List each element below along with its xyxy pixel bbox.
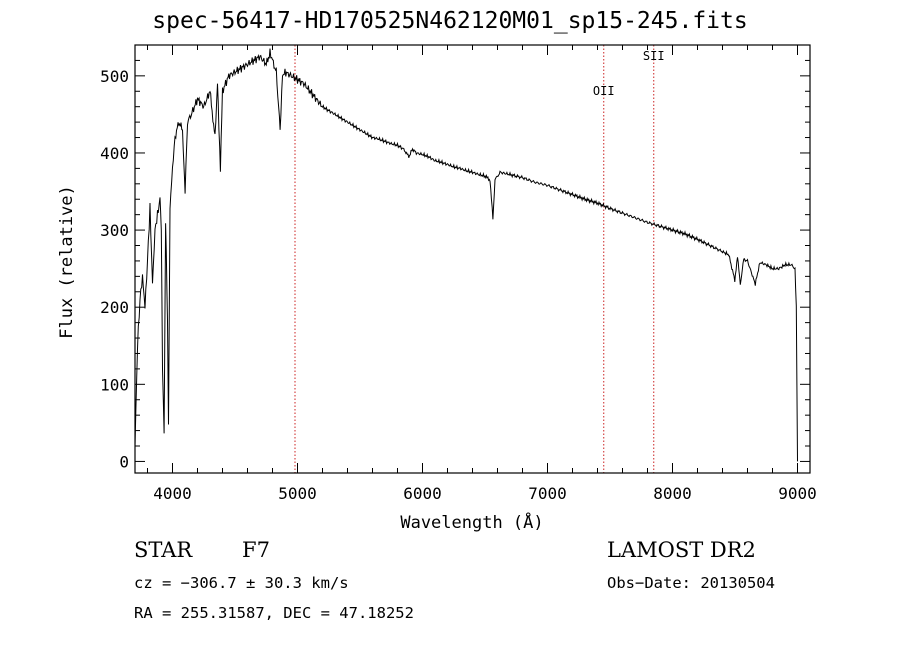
spectral-subclass: F7 bbox=[242, 538, 270, 562]
marker-label: OII bbox=[593, 84, 615, 98]
y-tick-label: 400 bbox=[100, 144, 129, 163]
chart-title: spec-56417-HD170525N462120M01_sp15-245.f… bbox=[152, 8, 748, 34]
y-tick-label: 300 bbox=[100, 221, 129, 240]
spectrum-line bbox=[134, 48, 798, 462]
axis-labels: Wavelength (Å) Flux (relative) bbox=[57, 185, 544, 533]
obs-date: Obs−Date: 20130504 bbox=[607, 574, 775, 592]
y-tick-label: 500 bbox=[100, 67, 129, 86]
coordinates: RA = 255.31587, DEC = 47.18252 bbox=[134, 604, 414, 622]
y-tick-label: 200 bbox=[100, 298, 129, 317]
x-tick-label: 5000 bbox=[278, 484, 317, 503]
x-tick-label: 9000 bbox=[778, 484, 817, 503]
line-markers: OII SII bbox=[294, 45, 665, 473]
series-group bbox=[134, 48, 798, 462]
x-tick-label: 6000 bbox=[403, 484, 442, 503]
x-tick-label: 4000 bbox=[153, 484, 192, 503]
y-tick-label: 100 bbox=[100, 375, 129, 394]
x-axis-label: Wavelength (Å) bbox=[400, 511, 543, 533]
axes: 4000 5000 6000 7000 8000 9000 0 100 200 300 400 500 bbox=[100, 44, 817, 503]
plot-frame bbox=[134, 44, 811, 474]
cz-value: cz = −306.7 ± 30.3 km/s bbox=[134, 574, 349, 592]
x-tick-label: 7000 bbox=[528, 484, 567, 503]
survey-name: LAMOST DR2 bbox=[607, 538, 756, 562]
marker-label: SII bbox=[643, 49, 665, 63]
object-type: STAR bbox=[134, 538, 193, 562]
x-tick-label: 8000 bbox=[653, 484, 692, 503]
y-tick-label: 0 bbox=[119, 452, 129, 471]
y-axis-label: Flux (relative) bbox=[57, 185, 77, 339]
